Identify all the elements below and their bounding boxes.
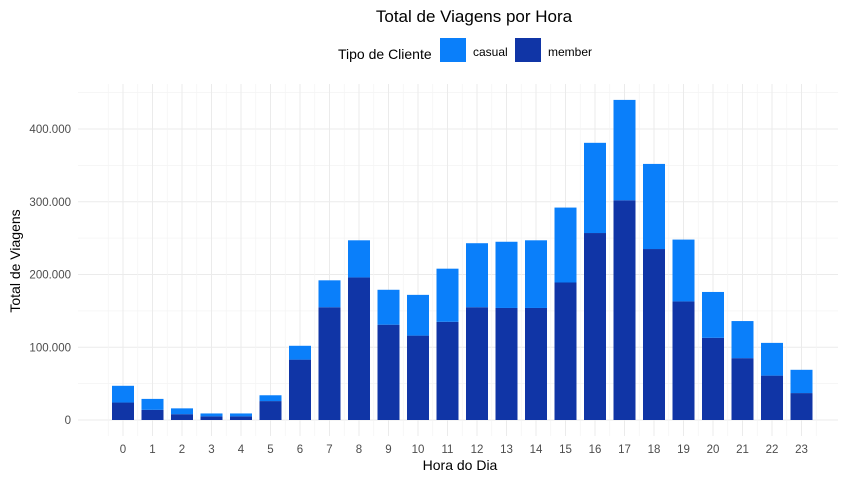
bar-member-hour-7: [318, 307, 341, 420]
legend-label-casual: casual: [473, 45, 508, 59]
y-tick-label: 0: [65, 415, 71, 427]
bar-member-hour-21: [731, 358, 754, 420]
x-tick-label: 8: [356, 444, 362, 456]
x-tick-label: 4: [238, 444, 245, 456]
bar-member-hour-16: [584, 233, 606, 420]
y-tick-label: 100.000: [29, 342, 71, 354]
bar-member-hour-15: [554, 282, 577, 420]
bar-casual-hour-3: [200, 413, 223, 417]
bar-member-hour-5: [259, 401, 282, 420]
x-tick-label: 17: [618, 444, 631, 456]
bar-member-hour-11: [436, 321, 459, 420]
bar-casual-hour-10: [407, 294, 429, 336]
x-tick-label: 5: [267, 444, 273, 456]
bar-member-hour-4: [230, 416, 252, 420]
bar-member-hour-18: [643, 249, 665, 420]
x-tick-label: 6: [297, 444, 303, 456]
bar-member-hour-9: [377, 324, 400, 420]
bar-casual-hour-2: [171, 408, 193, 415]
bar-member-hour-0: [112, 402, 134, 420]
x-tick-label: 19: [677, 444, 690, 456]
x-tick-label: 0: [120, 444, 126, 456]
y-tick-labels: 0 100.000 200.000 300.000 400.000: [29, 124, 71, 427]
legend-key-casual: [440, 38, 466, 62]
bar-casual-hour-19: [672, 239, 695, 302]
bar-member-hour-14: [525, 307, 547, 420]
x-tick-label: 22: [766, 444, 779, 456]
bar-casual-hour-22: [761, 342, 783, 376]
bar-casual-hour-14: [525, 240, 547, 308]
bar-casual-hour-1: [141, 398, 164, 410]
x-tick-label: 7: [326, 444, 332, 456]
bar-member-hour-8: [348, 277, 370, 420]
x-tick-label: 12: [471, 444, 484, 456]
legend-title: Tipo de Cliente: [338, 46, 432, 62]
bar-member-hour-1: [141, 409, 164, 420]
bar-casual-hour-4: [230, 413, 252, 417]
bar-casual-hour-13: [495, 241, 518, 308]
bar-member-hour-13: [495, 307, 518, 420]
bar-member-hour-3: [200, 416, 223, 420]
bar-casual-hour-11: [436, 268, 459, 322]
x-tick-labels: 0 1 2 3 4 5 6 7 8 9 10 11 12 13 14 15 16 17 18 19 20 21 22 23: [120, 444, 808, 456]
bar-casual-hour-21: [731, 321, 754, 359]
x-tick-label: 20: [707, 444, 720, 456]
x-axis-label: Hora do Dia: [423, 457, 498, 473]
bar-casual-hour-8: [348, 240, 370, 278]
bar-member-hour-10: [407, 335, 429, 420]
bar-casual-hour-16: [584, 142, 606, 234]
bar-member-hour-17: [613, 200, 636, 420]
y-axis-label: Total de Viagens: [7, 209, 23, 312]
bars: [112, 99, 813, 420]
bar-member-hour-20: [702, 337, 724, 420]
x-tick-label: 10: [412, 444, 425, 456]
bar-casual-hour-23: [790, 369, 813, 394]
bar-casual-hour-15: [554, 207, 577, 283]
x-tick-label: 14: [530, 444, 543, 456]
bar-casual-hour-0: [112, 385, 134, 403]
y-tick-label: 300.000: [29, 197, 71, 209]
x-tick-label: 2: [179, 444, 185, 456]
legend: Tipo de Cliente casual member: [338, 38, 592, 62]
legend-label-member: member: [548, 45, 592, 59]
x-tick-label: 21: [736, 444, 749, 456]
bar-casual-hour-6: [289, 345, 311, 360]
y-tick-label: 200.000: [29, 270, 71, 282]
bar-casual-hour-12: [466, 243, 488, 308]
x-tick-label: 3: [208, 444, 214, 456]
x-tick-label: 13: [500, 444, 513, 456]
x-tick-label: 11: [442, 444, 454, 456]
bar-member-hour-6: [289, 359, 311, 420]
bar-member-hour-2: [171, 414, 193, 420]
x-tick-label: 23: [795, 444, 808, 456]
bar-casual-hour-17: [613, 99, 636, 201]
bar-casual-hour-5: [259, 395, 282, 402]
bar-member-hour-23: [790, 393, 813, 420]
bar-casual-hour-9: [377, 289, 400, 325]
x-tick-label: 18: [648, 444, 661, 456]
x-tick-label: 1: [149, 444, 155, 456]
bar-casual-hour-18: [643, 163, 665, 250]
bar-member-hour-12: [466, 307, 488, 420]
bar-member-hour-19: [672, 301, 695, 420]
bar-casual-hour-20: [702, 291, 724, 338]
bar-member-hour-22: [761, 375, 783, 420]
x-tick-label: 9: [385, 444, 391, 456]
y-tick-label: 400.000: [29, 124, 71, 136]
x-tick-label: 15: [559, 444, 572, 456]
legend-key-member: [515, 38, 541, 62]
x-tick-label: 16: [589, 444, 602, 456]
bar-casual-hour-7: [318, 280, 341, 308]
chart-title: Total de Viagens por Hora: [376, 7, 573, 26]
